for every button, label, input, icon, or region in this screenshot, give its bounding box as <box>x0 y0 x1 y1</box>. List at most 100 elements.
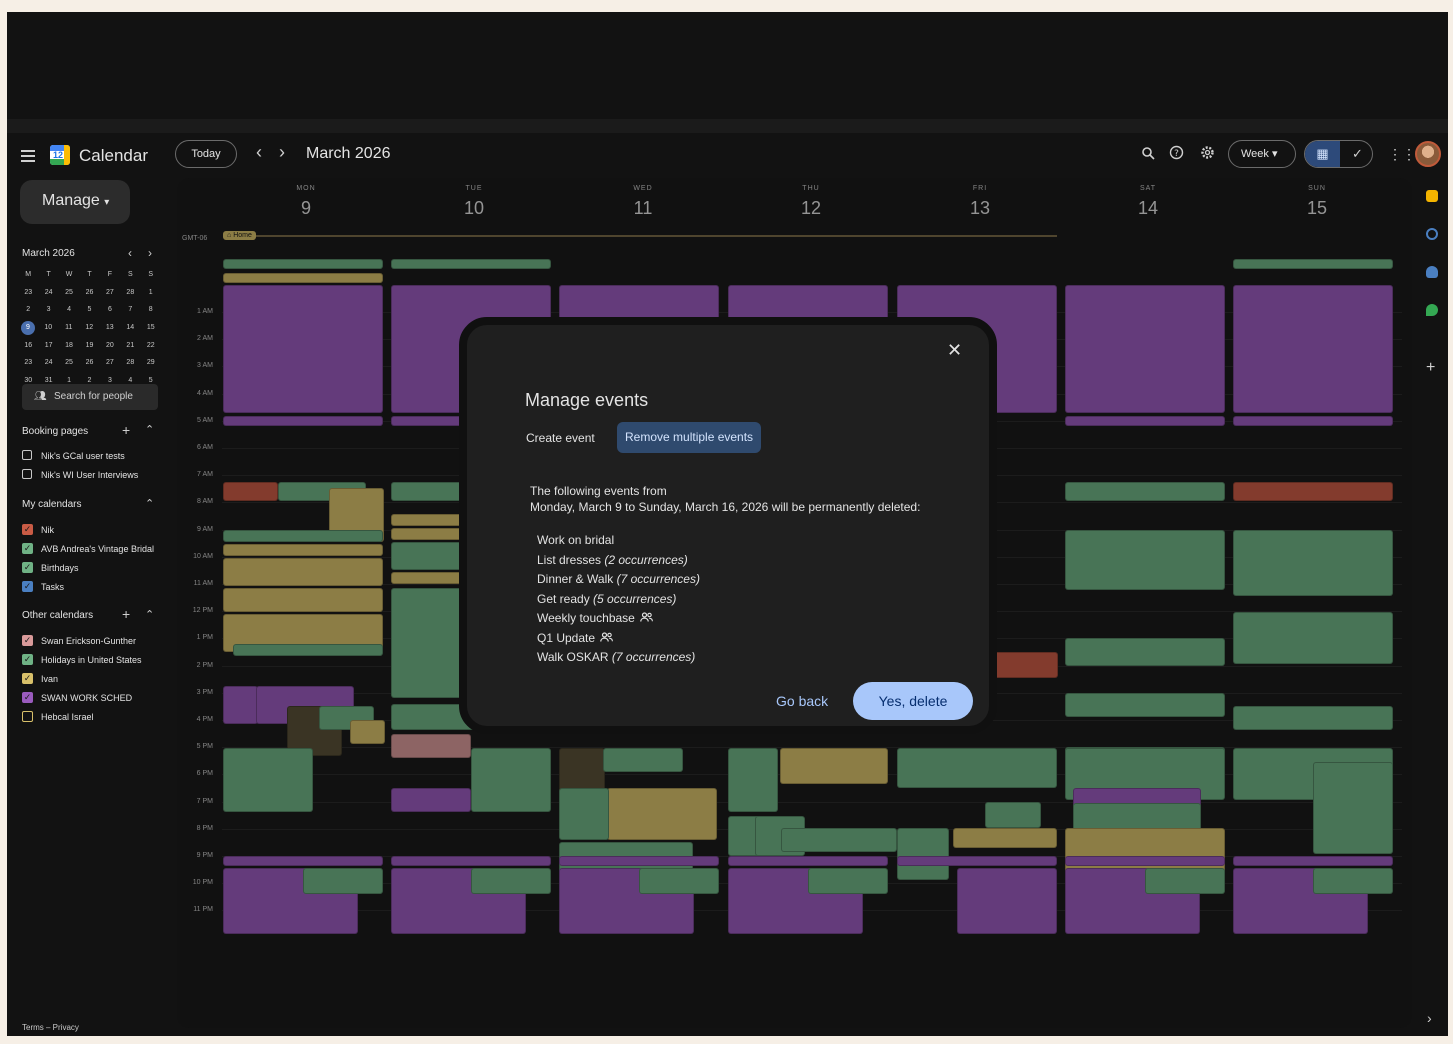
mini-day[interactable]: 2 <box>87 376 92 384</box>
calendar-event[interactable] <box>1313 868 1393 894</box>
contacts-icon[interactable] <box>1426 266 1438 278</box>
yes-delete-button[interactable]: Yes, delete <box>853 682 973 720</box>
calendar-event[interactable] <box>287 706 342 756</box>
calendar-event[interactable] <box>897 748 1057 788</box>
add-booking-icon[interactable]: + <box>122 422 131 438</box>
calendar-event[interactable] <box>897 856 1057 866</box>
mini-day[interactable]: 21 <box>126 341 135 349</box>
day-number[interactable]: 13 <box>969 198 991 218</box>
mini-day[interactable]: 27 <box>106 359 114 367</box>
mini-day[interactable]: 5 <box>148 376 153 384</box>
calendar-event[interactable] <box>781 828 897 852</box>
mini-day[interactable]: 1 <box>148 288 153 296</box>
calendar-event[interactable] <box>391 856 551 866</box>
day-header[interactable]: SAT 14 <box>1064 185 1232 219</box>
expand-rail-icon[interactable]: › <box>1427 1010 1432 1026</box>
calendar-event[interactable] <box>303 868 383 894</box>
my-calendar-item[interactable]: ✓ Tasks <box>22 581 64 595</box>
mini-day[interactable]: 24 <box>44 359 53 367</box>
tasks-view-icon[interactable]: ✓ <box>1352 146 1363 161</box>
help-icon[interactable]: ? <box>1166 145 1186 165</box>
calendar-event[interactable] <box>559 788 609 840</box>
mini-day[interactable]: 2 <box>26 306 31 314</box>
checkbox-icon[interactable]: ✓ <box>22 673 33 684</box>
mini-day[interactable]: 26 <box>85 359 94 367</box>
mini-day[interactable]: 23 <box>24 288 33 296</box>
day-header[interactable]: WED 11 <box>559 185 727 219</box>
day-number[interactable]: 9 <box>300 198 311 218</box>
tab-create-event[interactable]: Create event <box>526 431 595 445</box>
calendar-event[interactable] <box>1233 482 1393 501</box>
calendar-event[interactable] <box>223 748 313 812</box>
view-select-week[interactable]: Week ▾ <box>1228 140 1296 168</box>
day-number[interactable]: 12 <box>800 198 822 218</box>
mini-day[interactable]: 11 <box>65 324 73 332</box>
mini-day[interactable]: 12 <box>85 324 94 332</box>
mini-next-icon[interactable]: › <box>148 246 152 260</box>
mini-day[interactable]: 23 <box>24 359 33 367</box>
calendar-event[interactable] <box>391 788 471 812</box>
mini-day[interactable]: 17 <box>44 341 53 349</box>
collapse-booking-icon[interactable]: ⌃ <box>145 424 155 436</box>
calendar-event[interactable] <box>1233 530 1393 596</box>
my-calendar-item[interactable]: ✓ AVB Andrea's Vintage Bridal <box>22 543 154 557</box>
mini-day[interactable]: 5 <box>87 306 92 314</box>
close-icon[interactable]: ✕ <box>947 340 963 360</box>
add-other-calendar-icon[interactable]: + <box>122 606 131 622</box>
calendar-event[interactable] <box>603 748 683 772</box>
calendar-event[interactable] <box>897 828 949 880</box>
calendar-event[interactable] <box>559 856 719 866</box>
search-icon[interactable] <box>1138 145 1158 165</box>
day-header[interactable]: TUE 10 <box>390 185 558 219</box>
mini-day[interactable]: 20 <box>106 341 114 349</box>
other-calendar-item[interactable]: ✓ SWAN WORK SCHED <box>22 692 132 706</box>
checkbox-icon[interactable]: ✓ <box>22 581 33 592</box>
calendar-event[interactable] <box>1065 482 1225 501</box>
other-calendar-item[interactable]: ✓ Swan Erickson-Gunther <box>22 635 136 649</box>
mini-day[interactable]: 15 <box>146 324 155 332</box>
mini-day[interactable]: 24 <box>44 288 53 296</box>
mini-day[interactable]: 9 <box>21 320 35 335</box>
mini-day[interactable]: 7 <box>128 306 133 314</box>
calendar-event[interactable] <box>1313 762 1393 854</box>
calendar-event[interactable] <box>985 802 1041 828</box>
day-header[interactable]: FRI 13 <box>896 185 1064 219</box>
mini-day[interactable]: 4 <box>67 306 71 314</box>
checkbox-icon[interactable] <box>22 711 33 722</box>
checkbox-icon[interactable]: ✓ <box>22 562 33 573</box>
day-header[interactable]: THU 12 <box>727 185 895 219</box>
calendar-event[interactable] <box>471 748 551 812</box>
calendar-event[interactable] <box>1233 856 1393 866</box>
mini-day[interactable]: 25 <box>65 359 73 367</box>
calendar-event[interactable] <box>1065 285 1225 413</box>
mini-day[interactable]: 26 <box>85 288 94 296</box>
previous-week-icon[interactable]: ‹ <box>256 142 262 162</box>
mini-day[interactable]: 4 <box>128 376 133 384</box>
checkbox-icon[interactable]: ✓ <box>22 543 33 554</box>
day-number[interactable]: 14 <box>1137 198 1159 218</box>
day-number[interactable]: 15 <box>1306 198 1328 218</box>
other-calendar-item[interactable]: ✓ Ivan <box>22 673 58 687</box>
settings-gear-icon[interactable] <box>1197 145 1217 165</box>
calendar-event[interactable] <box>1065 638 1225 666</box>
mini-day[interactable]: 19 <box>85 341 94 349</box>
calendar-event[interactable] <box>223 482 278 501</box>
calendar-event[interactable] <box>223 416 383 426</box>
calendar-event[interactable] <box>233 644 383 656</box>
calendar-event[interactable] <box>223 259 383 269</box>
mini-day[interactable]: 3 <box>107 376 112 384</box>
calendar-event[interactable] <box>780 748 888 784</box>
keep-icon[interactable] <box>1426 190 1438 202</box>
calendar-event[interactable] <box>1065 856 1225 866</box>
calendar-event[interactable] <box>1065 530 1225 590</box>
mini-day[interactable]: 13 <box>105 324 114 332</box>
mini-day[interactable]: 8 <box>148 306 153 314</box>
calendar-event[interactable] <box>223 530 383 542</box>
next-week-icon[interactable]: › <box>279 142 285 162</box>
my-calendar-item[interactable]: ✓ Nik <box>22 524 54 538</box>
my-calendar-item[interactable]: ✓ Birthdays <box>22 562 79 576</box>
calendar-event[interactable] <box>391 259 551 269</box>
mini-day[interactable]: 27 <box>106 288 114 296</box>
checkbox-icon[interactable]: ✓ <box>22 654 33 665</box>
calendar-event[interactable] <box>223 544 383 556</box>
